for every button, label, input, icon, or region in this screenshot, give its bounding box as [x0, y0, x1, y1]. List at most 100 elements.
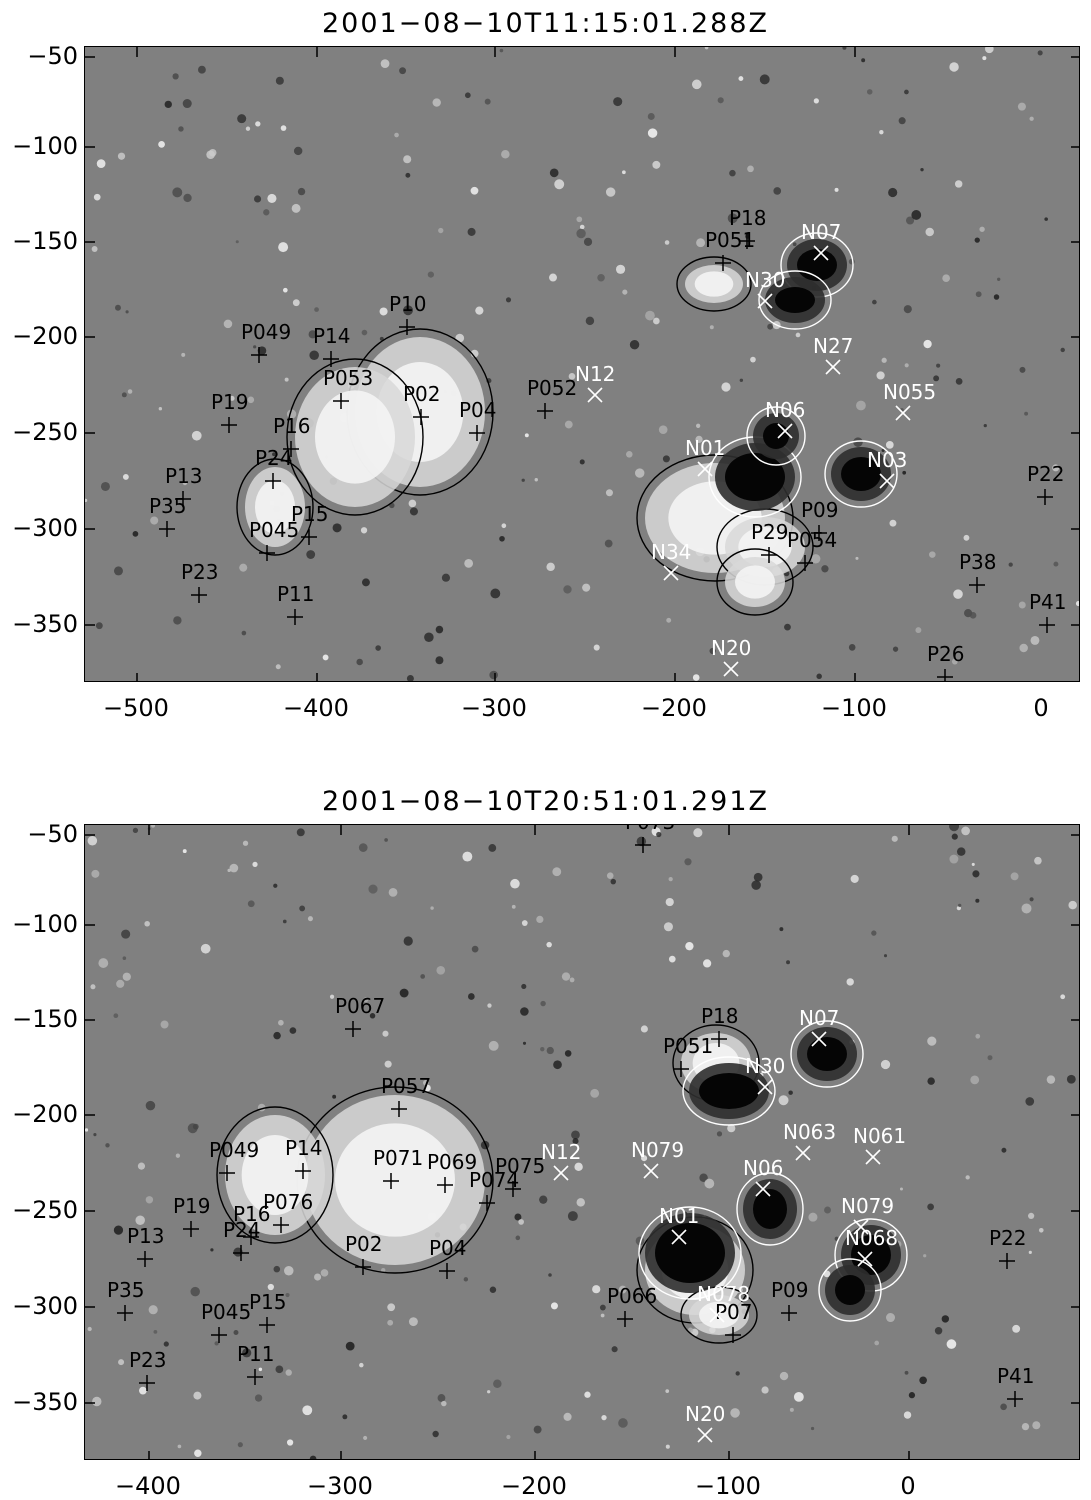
bright-speck [160, 1020, 169, 1029]
bright-speck [387, 1303, 396, 1312]
negative-core [835, 1275, 865, 1305]
dark-speck [237, 114, 247, 124]
bright-speck [229, 863, 239, 873]
bright-speck [695, 435, 703, 444]
bright-speck [622, 170, 626, 175]
negative-contour [824, 440, 898, 508]
dark-speck [358, 843, 368, 852]
bright-speck [1018, 601, 1026, 609]
x-marker [723, 661, 739, 677]
negative-feature-label: N07 [799, 1006, 839, 1030]
negative-contour [736, 1172, 804, 1246]
negative-core [753, 1189, 787, 1229]
positive-feature-label: P41 [1029, 590, 1067, 614]
bright-speck [137, 1162, 146, 1170]
dark-speck [241, 630, 247, 636]
bright-speck [985, 47, 994, 54]
bright-speck [899, 1187, 903, 1191]
dark-speck [788, 1090, 793, 1095]
x-tick-label: −100 [821, 694, 887, 722]
positive-core [241, 1135, 309, 1215]
dark-speck [514, 1213, 522, 1221]
dark-speck [767, 323, 774, 330]
dark-speck [471, 945, 479, 953]
dark-speck [974, 237, 980, 243]
bright-speck [329, 994, 335, 999]
dark-speck [282, 919, 287, 924]
bright-speck [382, 1030, 389, 1037]
y-tick-label: −50 [27, 820, 78, 848]
dark-speck [579, 459, 585, 465]
positive-flux-regions [236, 256, 814, 616]
bright-speck [177, 1444, 182, 1449]
bright-speck [122, 972, 131, 981]
negative-feature-label: N079 [841, 1194, 894, 1218]
bright-speck [117, 152, 126, 160]
bright-speck [1032, 1421, 1041, 1430]
bright-speck [158, 141, 165, 148]
bright-speck [665, 1444, 670, 1449]
bright-speck [432, 98, 441, 107]
bright-speck [891, 835, 898, 842]
positive-contour [236, 458, 314, 556]
bright-speck [601, 1414, 607, 1421]
negative-feature-label: N27 [813, 334, 853, 358]
dark-speck [521, 983, 527, 990]
positive-feature-label: P18 [729, 206, 767, 230]
dark-speck [214, 1341, 219, 1346]
positive-feature-label: P052 [527, 376, 577, 400]
bright-speck [488, 1040, 499, 1051]
bright-speck [982, 56, 987, 61]
y-tick-label: −200 [12, 1100, 78, 1128]
x-marker [553, 1165, 569, 1181]
bright-speck [1075, 601, 1079, 607]
bright-speck [148, 1305, 158, 1315]
dark-speck [190, 1286, 200, 1297]
bright-speck [929, 551, 936, 558]
positive-contour [216, 1106, 334, 1244]
positive-feature-label: P38 [959, 550, 997, 574]
bright-speck [1038, 1227, 1044, 1233]
panel-1-title: 2001−08−10T11:15:01.288Z [321, 8, 770, 39]
dark-speck [263, 209, 270, 216]
bright-speck [665, 897, 674, 907]
bright-speck [658, 425, 668, 434]
dark-speck [576, 228, 586, 239]
dark-speck [1066, 1074, 1076, 1084]
bright-speck [568, 373, 576, 380]
bright-speck [151, 825, 156, 828]
x-tick-label: −100 [695, 1472, 761, 1500]
dark-speck [936, 363, 941, 368]
negative-feature-label: N03 [867, 448, 907, 472]
dark-speck [172, 187, 183, 198]
positive-feature-label: P049 [209, 1138, 259, 1162]
x-marker [813, 245, 829, 261]
bright-speck [704, 1178, 715, 1189]
dark-speck [969, 612, 977, 619]
x-marker [853, 1219, 869, 1235]
y-tick-label: −100 [12, 910, 78, 938]
positive-core [738, 527, 792, 567]
bright-speck [1060, 994, 1066, 1000]
dark-speck [198, 65, 206, 74]
dark-speck [927, 1077, 935, 1085]
dark-speck [956, 847, 966, 856]
dark-speck [848, 258, 855, 265]
bright-speck [96, 159, 106, 168]
negative-feature-label: N061 [853, 1124, 906, 1148]
bright-speck [695, 423, 701, 428]
negative-core [841, 457, 881, 491]
bright-speck [280, 125, 287, 131]
bright-speck [536, 915, 544, 924]
bright-speck [738, 76, 744, 81]
dark-speck [903, 305, 912, 314]
dark-speck [1037, 50, 1043, 56]
dark-speck [105, 1143, 110, 1148]
bright-speck [252, 861, 258, 867]
bright-speck [1028, 1250, 1032, 1254]
dark-speck [784, 623, 791, 631]
negative-feature-label: N01 [685, 436, 725, 460]
bright-speck [795, 332, 801, 338]
dark-speck [1019, 366, 1026, 373]
dark-speck [727, 213, 738, 224]
